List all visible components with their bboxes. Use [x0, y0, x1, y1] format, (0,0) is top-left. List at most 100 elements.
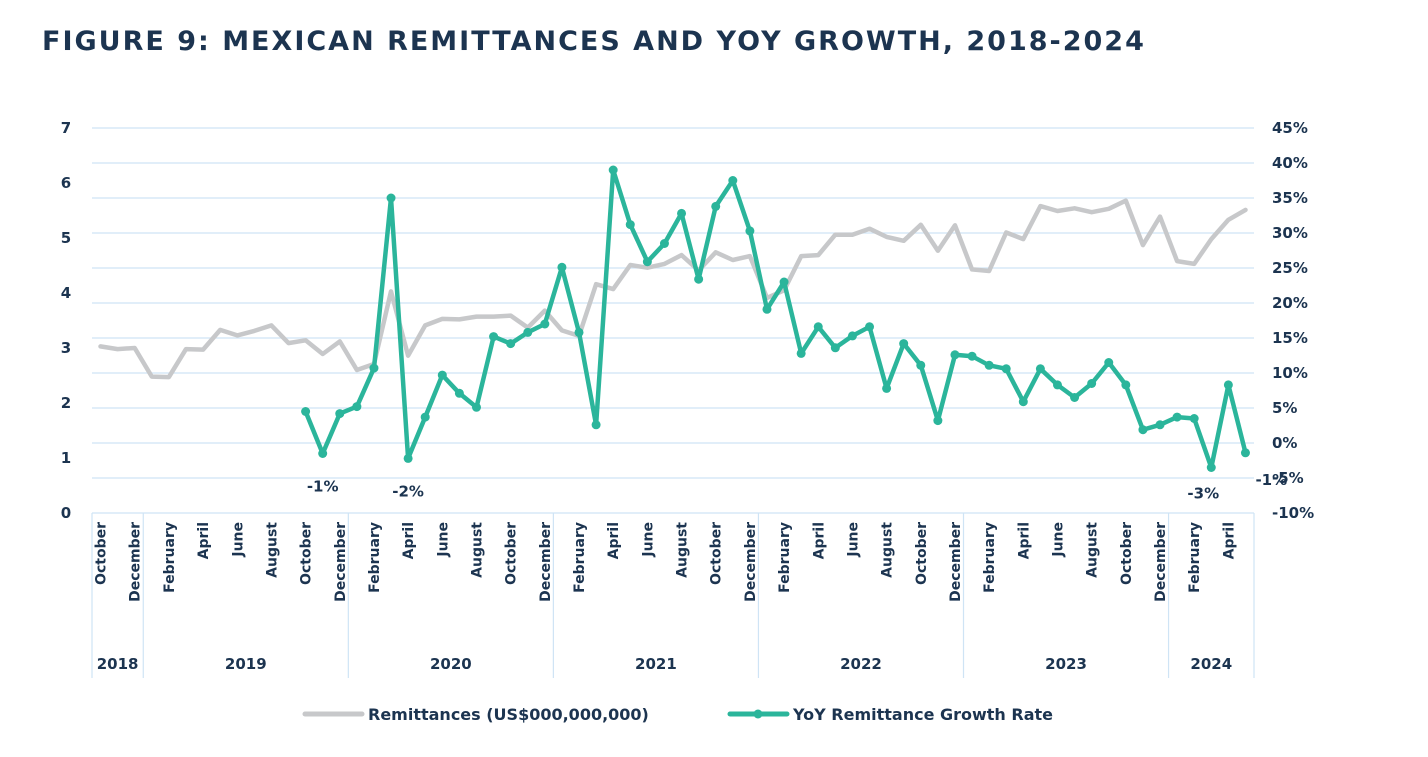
- x-tick-label: December: [743, 522, 759, 602]
- growth-point: [420, 412, 430, 422]
- growth-point: [557, 262, 567, 272]
- growth-point: [762, 304, 772, 314]
- right-axis-tick-label: -5%: [1272, 469, 1304, 487]
- x-tick-label: December: [128, 522, 144, 602]
- growth-point: [386, 193, 396, 203]
- growth-point: [301, 407, 311, 416]
- growth-point: [471, 402, 481, 412]
- x-tick-label: August: [675, 522, 691, 578]
- right-axis-tick-label: 30%: [1272, 224, 1308, 242]
- data-label: -1%: [307, 478, 339, 496]
- growth-point: [318, 449, 328, 458]
- gridlines: [92, 127, 1254, 514]
- growth-point: [437, 370, 447, 380]
- right-axis-tick-label: 15%: [1272, 329, 1308, 347]
- x-tick-label: February: [162, 522, 178, 593]
- x-tick-label: April: [606, 522, 622, 559]
- left-axis-tick-label: 3: [61, 339, 71, 357]
- growth-point: [659, 239, 669, 248]
- growth-point: [352, 402, 362, 412]
- right-axis-tick-label: 25%: [1272, 259, 1308, 277]
- x-tick-label: February: [1187, 522, 1203, 593]
- left-axis-tick-label: 7: [61, 119, 71, 137]
- legend: Remittances (US$000,000,000) YoY Remitta…: [302, 705, 1053, 724]
- left-axis-tick-label: 1: [61, 449, 71, 467]
- right-axis-tick-label: -10%: [1272, 504, 1314, 522]
- chart-title: FIGURE 9: MEXICAN REMITTANCES AND YOY GR…: [42, 26, 1146, 57]
- growth-point: [813, 322, 823, 332]
- x-tick-label: August: [880, 522, 896, 578]
- x-tick-label: June: [435, 522, 451, 558]
- growth-point: [899, 339, 909, 349]
- legend-growth-label: YoY Remittance Growth Rate: [792, 705, 1053, 724]
- left-axis-tick-label: 0: [61, 504, 71, 522]
- year-label: 2021: [635, 655, 677, 673]
- x-tick-label: August: [264, 522, 280, 578]
- growth-point: [335, 409, 345, 419]
- x-tick-label: December: [948, 522, 964, 602]
- growth-point: [574, 327, 584, 337]
- growth-point: [1104, 358, 1114, 367]
- left-axis-tick-label: 2: [61, 394, 71, 412]
- growth-point: [642, 257, 652, 267]
- growth-point: [728, 176, 738, 185]
- x-tick-label: December: [333, 522, 349, 602]
- left-axis: 0 1 2 3 4 5 6 7: [61, 119, 71, 522]
- growth-point: [591, 420, 601, 430]
- growth-point: [506, 339, 516, 349]
- data-label: -2%: [392, 482, 424, 500]
- data-label: -1%: [1255, 471, 1287, 489]
- year-label: 2020: [430, 655, 472, 673]
- right-axis-tick-label: 35%: [1272, 189, 1308, 207]
- growth-point: [745, 226, 755, 236]
- growth-point: [1206, 463, 1216, 472]
- growth-point: [1070, 393, 1080, 402]
- x-tick-label: October: [709, 522, 725, 585]
- right-axis-tick-label: 20%: [1272, 294, 1308, 312]
- x-tick-label: December: [538, 522, 554, 602]
- right-axis-tick-label: 40%: [1272, 154, 1308, 172]
- growth-point: [1018, 397, 1028, 407]
- legend-remittances-label: Remittances (US$000,000,000): [368, 705, 649, 724]
- x-tick-label: April: [196, 522, 212, 559]
- x-tick-label: October: [1119, 522, 1135, 585]
- growth-point: [1035, 364, 1045, 374]
- x-axis: October December February April June August Oc…: [91, 513, 1255, 678]
- growth-point: [1052, 380, 1062, 390]
- growth-point: [677, 208, 687, 218]
- growth-point: [1001, 364, 1011, 374]
- x-tick-label: April: [811, 522, 827, 559]
- left-axis-tick-label: 5: [61, 229, 71, 247]
- left-axis-tick-label: 6: [61, 174, 71, 192]
- series-layer: [98, 165, 1250, 472]
- x-tick-label: October: [504, 522, 520, 585]
- growth-point: [369, 363, 379, 373]
- growth-point: [830, 343, 840, 353]
- growth-point: [608, 165, 618, 175]
- x-tick-label: June: [640, 522, 656, 558]
- year-label: 2019: [225, 655, 267, 673]
- x-tick-label: October: [94, 522, 110, 585]
- growth-point: [1087, 379, 1097, 388]
- growth-point: [1223, 380, 1233, 390]
- remittances-line: [98, 198, 1248, 380]
- growth-point: [967, 351, 977, 361]
- growth-point: [1172, 412, 1182, 422]
- growth-point: [779, 277, 789, 287]
- growth-point: [489, 332, 499, 342]
- x-tick-label: April: [1221, 522, 1237, 559]
- growth-point: [523, 327, 533, 337]
- x-tick-label: June: [1050, 522, 1066, 558]
- x-tick-label: June: [230, 522, 246, 558]
- year-label: 2024: [1190, 655, 1232, 673]
- year-label: 2018: [97, 655, 139, 673]
- growth-point: [1155, 420, 1165, 430]
- growth-point: [796, 348, 806, 358]
- growth-point: [1189, 414, 1199, 423]
- right-axis-tick-label: 10%: [1272, 364, 1308, 382]
- x-tick-label: February: [982, 522, 998, 593]
- x-tick-label: April: [401, 522, 417, 559]
- right-axis-tick-label: 5%: [1272, 399, 1297, 417]
- data-label: -3%: [1187, 485, 1219, 503]
